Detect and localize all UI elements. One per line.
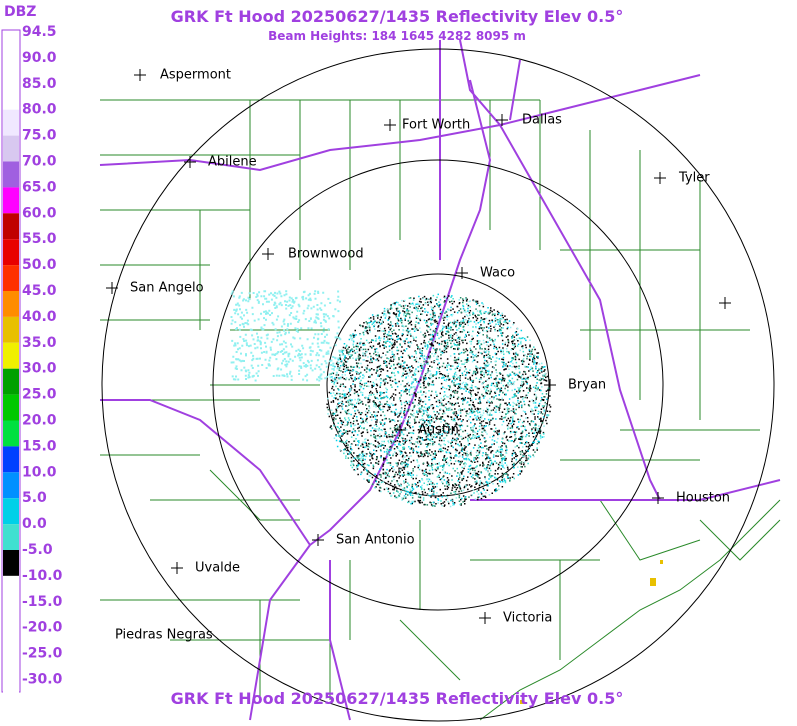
scale-label: 50.0 [22,257,57,273]
highways [99,39,781,721]
scale-swatch [3,265,19,291]
scale-swatch [3,291,19,317]
scale-swatch [3,498,19,525]
echo-cells [520,560,663,704]
footer-title: GRK Ft Hood 20250627/1435 Reflectivity E… [171,689,624,708]
scale-label: 60.0 [22,205,57,221]
scale-label: -20.0 [22,620,63,636]
scale-swatch [3,109,19,136]
city-marker [544,379,556,391]
city-label: Austin [418,423,459,438]
scale-swatch [3,213,19,240]
reflectivity-echo [230,290,663,704]
scale-swatch [3,653,19,680]
basemap [99,39,781,722]
scale-label: -30.0 [22,672,63,688]
city-label: Abilene [208,155,257,170]
scale-swatch [3,161,19,188]
echo-pixels [330,293,550,506]
scale-swatch [3,239,19,266]
city-label: Houston [676,491,730,506]
city-label: Brownwood [288,247,364,262]
city-marker [184,156,196,168]
scale-label: 15.0 [22,438,57,454]
title: GRK Ft Hood 20250627/1435 Reflectivity E… [171,7,624,26]
scale-swatch [3,627,19,654]
scale-swatch [3,472,19,499]
scale-label: -5.0 [22,542,53,558]
scale-label: 0.0 [22,516,47,532]
city-label: Aspermont [160,68,231,83]
scale-label: 70.0 [22,154,57,170]
scale-swatch [3,83,19,110]
scale-swatch [3,394,19,421]
scale-swatch [3,601,19,628]
scale-label: 94.5 [22,24,57,40]
scale-swatch [3,135,19,162]
scale-label: 40.0 [22,309,57,325]
city-marker [384,119,396,131]
city-marker [652,492,664,504]
city-label: Tyler [678,171,710,186]
scale-swatch [3,187,19,214]
range-ring [212,159,664,611]
city-label: Fort Worth [402,118,470,133]
scale-swatch [3,420,19,447]
scale-label: 90.0 [22,50,57,66]
city-marker [312,534,324,546]
city-marker [394,424,406,436]
range-ring [101,48,775,722]
scale-label: -10.0 [22,568,63,584]
scale-label: 85.0 [22,76,57,92]
scale-label: 10.0 [22,464,57,480]
city-marker [654,172,666,184]
city-marker [134,69,146,81]
scale-label: 20.0 [22,413,57,429]
subtitle: Beam Heights: 184 1645 4282 8095 m [268,29,526,43]
scale-swatch [3,316,19,343]
scale-swatch [3,368,19,395]
scale-swatch [3,679,19,706]
scale-swatch [3,57,19,84]
city-label: San Antonio [336,533,415,548]
scale-label: 30.0 [22,361,57,377]
scale-label: -15.0 [22,594,63,610]
coastline [479,499,781,721]
scale-unit: DBZ [4,4,36,20]
echo-pixels [326,295,552,507]
scale-label: 55.0 [22,231,57,247]
scale-label: 25.0 [22,387,57,403]
city-label: Piedras Negras [115,628,213,643]
scale-swatch [3,446,19,473]
scale-label: 75.0 [22,128,57,144]
scale-swatch [3,575,19,602]
scale-label: 45.0 [22,283,57,299]
city-marker [171,562,183,574]
city-label: Bryan [568,378,606,393]
color-scale: 94.5 90.0 85.0 80.0 75.0 70.0 65.0 60.0 55.0 50.0… [3,24,63,706]
city-marker [479,612,491,624]
scale-label: 35.0 [22,335,57,351]
scale-label: 65.0 [22,179,57,195]
city-label: Victoria [503,611,552,626]
city-label: San Angelo [130,281,204,296]
city-label: Dallas [522,113,562,128]
scale-swatch [3,524,19,550]
scale-swatch [3,342,19,369]
city-marker [496,114,508,126]
scale-swatch [3,32,19,58]
city-marker [719,297,731,309]
city-label: Uvalde [195,561,240,576]
range-ring [326,273,550,497]
city-markers: Aspermont Fort Worth Dallas Abilene Tyler Bro… [106,68,731,643]
city-marker [262,248,274,260]
city-marker [106,282,118,294]
scale-label: -25.0 [22,646,63,662]
city-label: Waco [480,266,515,281]
scale-label: 5.0 [22,490,47,506]
scale-label: 80.0 [22,102,57,118]
scale-swatch [3,550,19,576]
city-marker [456,267,468,279]
